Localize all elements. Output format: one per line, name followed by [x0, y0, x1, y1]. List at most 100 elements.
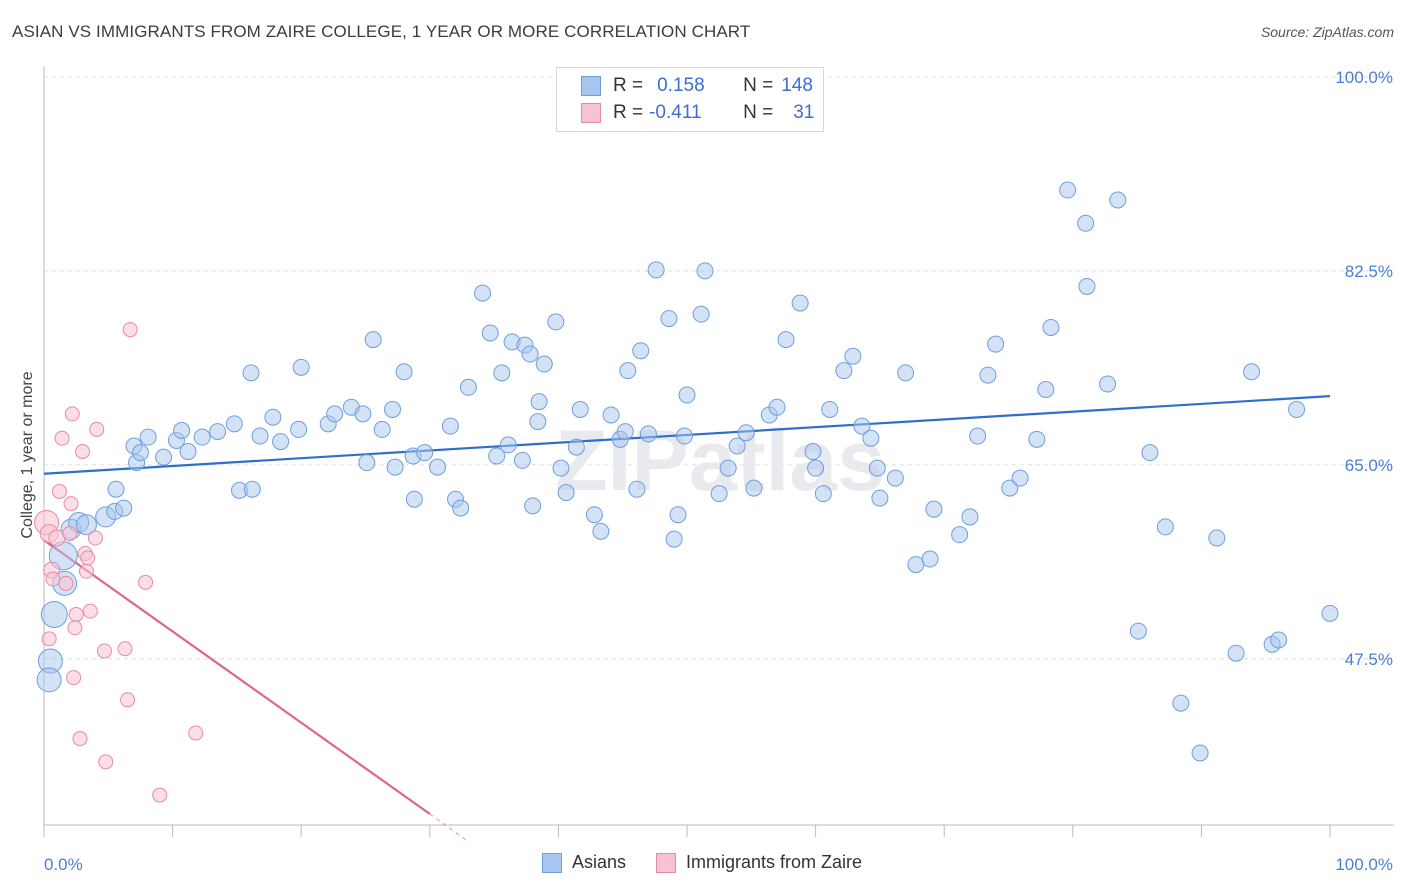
- data-point-asian: [40, 600, 68, 628]
- data-point-asian: [1059, 181, 1077, 199]
- data-point-asian: [139, 428, 157, 446]
- legend-row-zaire: R = -0.411 N = 31: [581, 101, 814, 125]
- y-tick-label: 47.5%: [1345, 650, 1393, 669]
- data-point-asian: [179, 443, 197, 461]
- data-point-asian: [961, 508, 979, 526]
- data-point-asian: [678, 386, 696, 404]
- data-point-asian: [358, 454, 376, 472]
- data-point-zaire: [41, 631, 57, 647]
- axes: [43, 66, 1394, 837]
- data-point-zaire: [82, 603, 98, 619]
- data-point-asian: [524, 497, 542, 515]
- data-point-asian: [429, 458, 447, 476]
- data-point-asian: [745, 479, 763, 497]
- data-point-asian: [1129, 622, 1147, 640]
- data-point-asian: [209, 423, 227, 441]
- data-point-asian: [1011, 469, 1029, 487]
- data-point-zaire: [98, 754, 114, 770]
- data-point-asian: [814, 485, 832, 503]
- series-legend: Asians Immigrants from Zaire: [542, 852, 892, 873]
- data-point-asian: [488, 447, 506, 465]
- data-point-asian: [243, 480, 261, 498]
- data-point-zaire: [51, 483, 67, 499]
- data-point-asian: [897, 364, 915, 382]
- data-point-asian: [1001, 479, 1019, 497]
- legend-row-asians: R = 0.158 N = 148: [581, 74, 813, 98]
- data-point-asian: [660, 310, 678, 328]
- data-point-asian: [675, 427, 693, 445]
- data-point-asian: [696, 262, 714, 280]
- data-point-asian: [1288, 400, 1306, 418]
- data-point-asian: [1037, 380, 1055, 398]
- data-point-zaire: [188, 725, 204, 741]
- data-point-asian: [193, 428, 211, 446]
- legend-swatch-zaire: [656, 852, 677, 873]
- legend-swatch-asians: [542, 852, 562, 873]
- data-point-asian: [619, 362, 637, 380]
- data-point-asian: [242, 364, 260, 382]
- correlation-legend: R = 0.158 N = 148 R = -0.411 N = 31: [556, 67, 824, 132]
- data-point-asian: [853, 417, 871, 435]
- data-point-asian: [1321, 604, 1339, 622]
- y-tick-label: 82.5%: [1345, 262, 1393, 281]
- data-point-asian: [290, 420, 308, 438]
- data-point-asian: [530, 393, 548, 411]
- data-point-asian: [925, 500, 943, 518]
- data-point-zaire: [138, 574, 154, 590]
- tick-labels: 47.5% 65.0% 82.5% 100.0% 0.0% 100.0%: [44, 68, 1393, 874]
- n-value: 31: [793, 102, 815, 123]
- data-point-zaire: [96, 643, 112, 659]
- data-point-asian: [354, 405, 372, 423]
- x-tick-label: 0.0%: [44, 855, 83, 874]
- data-point-asian: [1172, 694, 1190, 712]
- data-point-asian: [821, 400, 839, 418]
- data-point-asian: [1227, 644, 1245, 662]
- data-point-zaire: [87, 530, 103, 546]
- data-point-asian: [1191, 744, 1209, 762]
- legend-swatch-zaire: [581, 103, 601, 123]
- data-point-asian: [384, 400, 402, 418]
- data-point-asian: [452, 499, 470, 517]
- data-point-asian: [373, 420, 391, 438]
- data-point-asian: [1078, 277, 1096, 295]
- data-point-asian: [547, 313, 565, 331]
- data-point-asian: [529, 413, 547, 431]
- data-point-asian: [669, 506, 687, 524]
- data-point-asian: [364, 331, 382, 349]
- data-point-asian: [535, 355, 553, 373]
- data-point-asian: [1156, 518, 1174, 536]
- data-point-zaire: [63, 496, 79, 512]
- data-point-asian: [481, 324, 499, 342]
- data-point-zaire: [67, 620, 83, 636]
- data-point-asian: [1109, 191, 1127, 209]
- trend-line-zaire: [43, 539, 431, 815]
- data-point-asian: [326, 405, 344, 423]
- legend-item-zaire: Immigrants from Zaire: [656, 852, 862, 873]
- data-point-asian: [844, 347, 862, 365]
- data-point-asian: [585, 506, 603, 524]
- trend-line-zaire-extension: [429, 813, 469, 843]
- data-point-asian: [499, 436, 517, 454]
- data-point-asian: [557, 484, 575, 502]
- data-point-asian: [871, 489, 889, 507]
- n-label: N =: [743, 75, 774, 96]
- data-point-asian: [272, 433, 290, 451]
- data-point-asian: [737, 424, 755, 442]
- y-axis-label: College, 1 year or more: [19, 371, 36, 539]
- y-tick-label: 65.0%: [1345, 456, 1393, 475]
- data-point-asian: [862, 429, 880, 447]
- data-point-asian: [1099, 375, 1117, 393]
- data-point-asian: [868, 459, 886, 477]
- data-point-asian: [36, 667, 62, 693]
- data-point-asian: [886, 469, 904, 487]
- data-point-asian: [552, 459, 570, 477]
- legend-swatch-asians: [581, 76, 601, 96]
- data-point-asian: [251, 427, 269, 445]
- legend-item-asians: Asians: [542, 852, 626, 873]
- data-point-zaire: [45, 571, 61, 587]
- legend-label-asians: Asians: [572, 852, 627, 872]
- data-point-asian: [647, 261, 665, 279]
- data-point-asian: [1270, 631, 1288, 649]
- data-point-asian: [1141, 444, 1159, 462]
- data-point-asian: [592, 522, 610, 540]
